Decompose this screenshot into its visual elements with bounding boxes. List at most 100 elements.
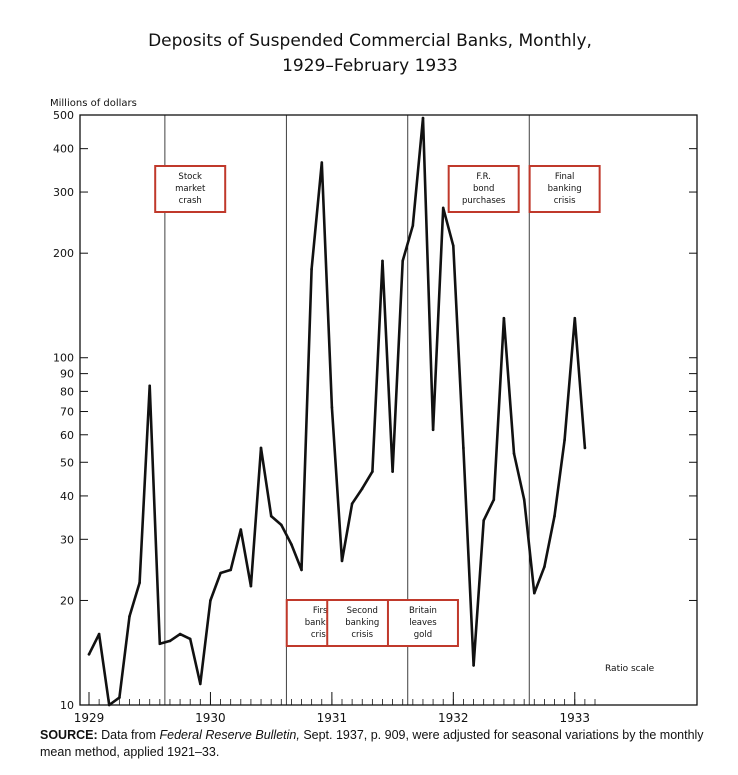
data-point bbox=[209, 599, 212, 602]
annotation-box: Stock market crash bbox=[154, 165, 227, 213]
data-point bbox=[583, 446, 587, 450]
data-point bbox=[391, 470, 394, 473]
x-tick-label: 1930 bbox=[195, 711, 226, 725]
y-tick-label: 80 bbox=[60, 385, 74, 398]
source-note: SOURCE: Data from Federal Reserve Bullet… bbox=[40, 727, 710, 761]
data-point bbox=[401, 259, 405, 263]
chart: Deposits of Suspended Commercial Banks, … bbox=[50, 31, 698, 725]
source-publication: Federal Reserve Bulletin, bbox=[159, 728, 300, 742]
data-point bbox=[148, 384, 151, 388]
y-tick-label: 50 bbox=[60, 456, 74, 469]
y-tick-label: 500 bbox=[53, 109, 74, 122]
data-point bbox=[452, 244, 455, 248]
annotation-text: Stock bbox=[178, 172, 202, 182]
data-point bbox=[128, 615, 131, 618]
data-point bbox=[482, 519, 486, 522]
annotation-text: banking bbox=[305, 618, 339, 628]
data-point bbox=[320, 161, 324, 164]
data-point bbox=[259, 446, 263, 450]
source-text-before: Data from bbox=[97, 728, 160, 742]
annotation-text: banking bbox=[345, 618, 379, 628]
annotation-border bbox=[154, 165, 227, 213]
x-tick-label: 1929 bbox=[74, 711, 105, 725]
annotation-border bbox=[447, 165, 520, 213]
data-point bbox=[563, 438, 566, 442]
data-point bbox=[107, 703, 111, 707]
annotation-text: Final bbox=[555, 172, 575, 182]
annotation-text: Britain bbox=[409, 606, 437, 616]
source-label: SOURCE: bbox=[40, 728, 98, 742]
annotation-text: Second bbox=[347, 606, 378, 616]
data-point bbox=[300, 568, 303, 572]
series-line bbox=[87, 116, 587, 707]
annotation-border bbox=[528, 165, 601, 213]
annotation-box: Second banking crisis bbox=[326, 599, 399, 647]
data-point bbox=[553, 514, 556, 518]
data-point bbox=[280, 523, 283, 527]
annotation-text: crash bbox=[179, 196, 202, 206]
data-point bbox=[431, 428, 435, 432]
data-point bbox=[269, 514, 273, 518]
annotation-text: First bbox=[313, 606, 332, 616]
y-tick-label: 200 bbox=[53, 247, 74, 260]
data-point bbox=[462, 446, 465, 450]
x-tick-label: 1933 bbox=[559, 711, 590, 725]
annotation-border bbox=[386, 599, 459, 647]
data-point bbox=[239, 528, 243, 531]
y-tick-label: 40 bbox=[60, 490, 74, 503]
scale-note: Ratio scale bbox=[605, 664, 655, 674]
y-axis-label: Millions of dollars bbox=[50, 98, 137, 109]
y-tick-label: 60 bbox=[60, 429, 74, 442]
data-point bbox=[310, 267, 313, 271]
y-tick-label: 100 bbox=[53, 352, 74, 365]
data-point bbox=[118, 696, 121, 699]
chart-title: Deposits of Suspended Commercial Banks, … bbox=[148, 31, 592, 51]
annotation-text: crisis bbox=[351, 630, 373, 640]
data-point bbox=[573, 316, 577, 320]
data-point bbox=[360, 487, 364, 490]
x-tick-label: 1932 bbox=[438, 711, 469, 725]
data-point bbox=[219, 571, 222, 575]
annotation-text: purchases bbox=[462, 196, 506, 206]
data-point bbox=[441, 206, 445, 210]
data-point bbox=[199, 682, 202, 686]
data-point bbox=[178, 632, 182, 636]
annotation-text: bond bbox=[473, 184, 494, 194]
data-point bbox=[502, 316, 506, 320]
data-point bbox=[350, 502, 354, 506]
x-tick-label: 1931 bbox=[317, 711, 348, 725]
data-point bbox=[330, 406, 334, 409]
annotation-box: Final banking crisis bbox=[528, 165, 601, 213]
data-point bbox=[290, 543, 293, 546]
annotation-text: gold bbox=[414, 630, 432, 640]
data-point bbox=[421, 116, 425, 120]
y-tick-label: 20 bbox=[60, 594, 74, 607]
y-tick-label: 300 bbox=[53, 186, 74, 199]
data-point bbox=[340, 559, 344, 563]
plot-frame bbox=[79, 114, 698, 706]
annotation-text: crisis bbox=[554, 196, 576, 206]
annotation-text: banking bbox=[548, 184, 582, 194]
annotation-text: crisis bbox=[311, 630, 333, 640]
data-point bbox=[381, 259, 384, 263]
annotation-box: Britain leaves gold bbox=[386, 599, 459, 647]
data-point bbox=[158, 642, 162, 646]
data-point bbox=[472, 664, 475, 667]
data-point bbox=[97, 632, 101, 636]
data-point bbox=[168, 639, 172, 643]
data-point bbox=[512, 452, 516, 455]
y-tick-label: 10 bbox=[60, 699, 74, 712]
data-point bbox=[543, 565, 546, 569]
data-point bbox=[87, 653, 91, 656]
annotation-box: F.R. bond purchases bbox=[447, 165, 520, 213]
data-point bbox=[249, 584, 253, 588]
chart-subtitle: 1929–February 1933 bbox=[282, 56, 458, 76]
data-point bbox=[229, 568, 232, 572]
y-tick-label: 400 bbox=[53, 143, 74, 156]
source-text-after: Sept. 1937, p. 909, were adjusted for se… bbox=[40, 728, 704, 759]
data-point bbox=[188, 637, 192, 641]
data-point bbox=[411, 224, 415, 227]
annotation-text: leaves bbox=[409, 618, 437, 628]
annotation-border bbox=[326, 599, 399, 647]
data-point bbox=[522, 498, 526, 502]
